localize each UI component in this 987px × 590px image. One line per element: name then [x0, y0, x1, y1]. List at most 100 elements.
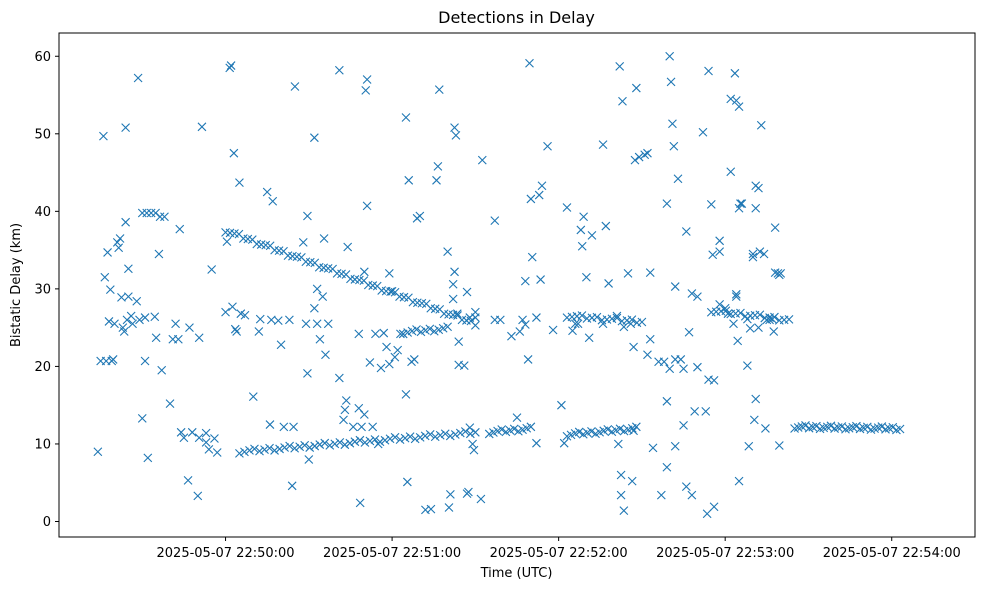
data-point: [702, 509, 712, 519]
data-point: [222, 237, 232, 246]
data-point: [115, 234, 125, 243]
data-point: [300, 440, 310, 450]
data-point: [445, 431, 455, 441]
data-point: [132, 296, 142, 306]
data-point: [393, 345, 403, 355]
data-point: [448, 279, 458, 289]
data-point: [255, 314, 265, 324]
data-point: [598, 140, 608, 150]
data-point: [749, 415, 759, 425]
data-point: [361, 85, 371, 95]
data-point: [751, 394, 761, 404]
data-point: [304, 455, 314, 464]
data-point: [93, 447, 103, 457]
data-point: [176, 427, 186, 437]
data-point: [737, 199, 747, 208]
data-point: [733, 336, 743, 346]
data-point: [557, 400, 566, 410]
data-point: [140, 313, 150, 322]
data-point: [748, 252, 758, 262]
data-point: [837, 422, 847, 431]
data-point: [362, 75, 372, 84]
data-point: [420, 431, 430, 441]
data-point: [171, 319, 180, 329]
data-point: [301, 319, 311, 329]
data-point: [469, 445, 479, 455]
data-point: [709, 502, 719, 512]
data-point: [721, 306, 731, 316]
data-point: [744, 441, 754, 451]
data-point: [877, 422, 887, 431]
data-point: [615, 61, 625, 71]
data-point: [194, 333, 204, 343]
data-point: [126, 311, 136, 321]
data-point: [382, 342, 391, 352]
data-point: [124, 264, 133, 274]
data-point: [110, 319, 119, 329]
y-tick-label: 60: [34, 50, 51, 65]
data-point: [731, 96, 741, 105]
data-point: [193, 491, 203, 501]
x-tick-label: 2025-05-07 22:51:00: [323, 546, 461, 561]
data-point: [476, 494, 486, 504]
data-point: [312, 319, 322, 329]
data-point: [400, 433, 410, 443]
data-point: [576, 225, 586, 235]
data-point: [451, 130, 461, 140]
data-point: [765, 315, 774, 325]
data-point: [627, 476, 637, 486]
data-point: [523, 355, 533, 364]
data-point: [415, 211, 425, 221]
data-point: [515, 327, 525, 336]
data-point: [448, 294, 458, 304]
data-point: [681, 482, 691, 491]
data-point: [618, 96, 627, 106]
data-point: [693, 362, 702, 372]
data-point: [425, 324, 435, 334]
data-point: [425, 430, 435, 439]
data-point: [395, 435, 405, 444]
data-point: [405, 432, 415, 441]
data-point: [350, 437, 360, 447]
data-point: [751, 203, 761, 213]
data-point: [376, 363, 386, 373]
data-point: [748, 249, 758, 259]
data-point: [526, 194, 536, 204]
plot-frame: [58, 32, 976, 538]
data-point: [645, 268, 655, 277]
data-point: [454, 337, 464, 346]
data-point: [204, 444, 214, 454]
data-point: [265, 420, 275, 429]
data-point: [526, 422, 536, 432]
data-point: [742, 361, 752, 371]
data-point: [260, 445, 269, 455]
data-point: [470, 427, 480, 437]
data-point: [465, 429, 475, 439]
data-point: [477, 155, 487, 165]
data-point: [146, 208, 156, 218]
data-point: [359, 410, 369, 419]
data-point: [396, 329, 405, 339]
data-point: [629, 426, 638, 436]
data-point: [754, 323, 763, 333]
data-point: [310, 441, 320, 451]
chart-title: Detections in Delay: [438, 8, 595, 27]
data-point: [852, 421, 861, 431]
data-point: [435, 430, 445, 440]
data-point: [634, 152, 644, 162]
data-point: [355, 498, 365, 508]
y-tick-label: 20: [34, 360, 51, 375]
data-point: [731, 292, 741, 302]
data-point: [340, 405, 350, 415]
data-point: [577, 311, 587, 320]
y-tick-label: 0: [43, 515, 51, 530]
data-point: [455, 428, 465, 438]
data-point: [273, 316, 283, 326]
data-point: [240, 310, 250, 320]
data-point: [536, 275, 545, 284]
data-point: [401, 113, 411, 122]
x-tick-label: 2025-05-07 22:50:00: [157, 546, 295, 561]
data-point: [221, 307, 230, 317]
data-point: [736, 199, 745, 208]
